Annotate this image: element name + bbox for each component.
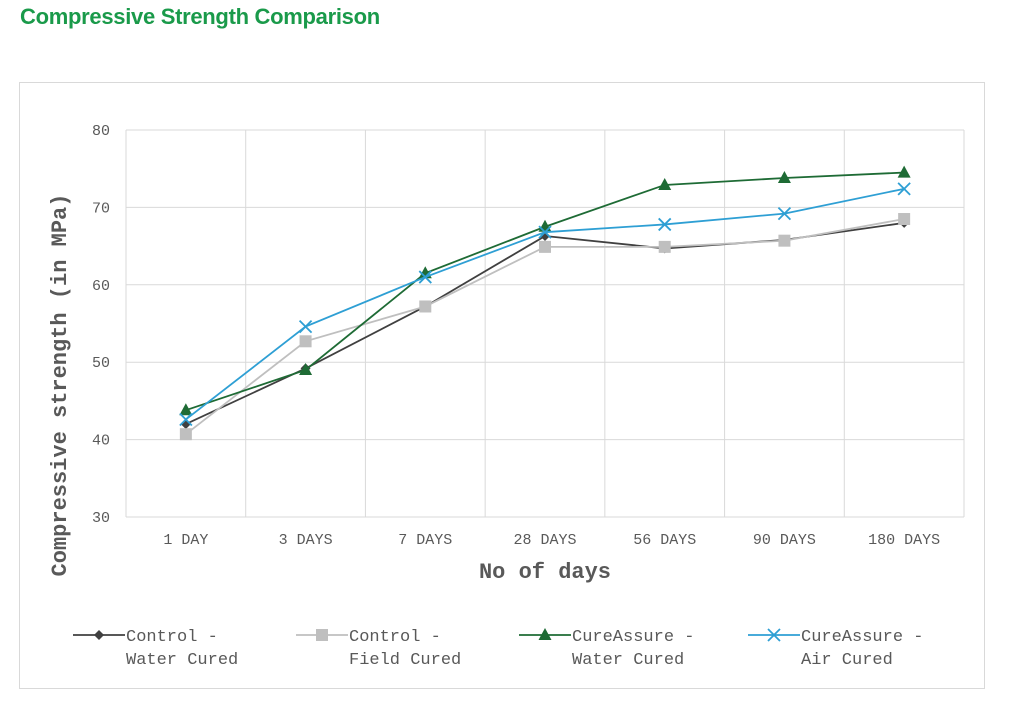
legend-label: Water Cured: [126, 651, 238, 670]
series-line: [185, 171, 905, 412]
x-tick-label: 180 DAYS: [868, 532, 940, 549]
triangle-marker: [538, 628, 552, 640]
square-marker: [778, 234, 791, 247]
square-marker: [299, 335, 312, 348]
x-marker: [658, 217, 672, 232]
x-marker: [179, 412, 193, 427]
square-marker: [179, 428, 192, 441]
legend-label: Field Cured: [349, 651, 461, 670]
series-2: [179, 213, 911, 441]
x-marker: [538, 225, 552, 239]
triangle-marker: [777, 170, 791, 183]
y-tick-label: 60: [92, 278, 110, 295]
chart-frame: [19, 82, 985, 689]
legend-entry: CureAssure - Air Cured: [748, 628, 923, 670]
triangle-marker: [658, 177, 672, 190]
legend-label: CureAssure -: [801, 628, 923, 647]
x-tick-label: 3 DAYS: [279, 532, 333, 549]
y-tick-label: 30: [92, 510, 110, 527]
square-marker: [419, 300, 432, 313]
y-tick-labels: 30 40 50 60 70 80: [92, 123, 110, 527]
series-3: [179, 165, 911, 416]
legend-label: Air Cured: [801, 651, 893, 670]
square-marker: [658, 240, 671, 253]
series-4: [179, 182, 911, 427]
x-tick-label: 90 DAYS: [753, 532, 816, 549]
square-marker: [316, 629, 328, 641]
legend-label: CureAssure -: [572, 628, 694, 647]
y-tick-label: 40: [92, 433, 110, 450]
x-tick-labels: 1 DAY 3 DAYS 7 DAYS 28 DAYS 56 DAYS 90 DAYS 18…: [163, 532, 940, 549]
y-axis-title: Compressive strength (in MPa): [48, 194, 73, 577]
x-marker: [767, 628, 781, 642]
x-tick-label: 56 DAYS: [633, 532, 696, 549]
x-marker: [777, 206, 792, 221]
x-marker: [298, 319, 313, 334]
legend-label: Control -: [349, 628, 441, 647]
chart-series: [179, 165, 911, 441]
square-marker: [898, 213, 911, 226]
x-tick-label: 1 DAY: [163, 532, 208, 549]
legend-label: Water Cured: [572, 651, 684, 670]
x-axis-title: No of days: [479, 560, 611, 585]
legend-entry: CureAssure - Water Cured: [519, 628, 694, 670]
legend-entry: Control - Field Cured: [296, 628, 461, 670]
chart-legend: Control - Water Cured Control - Field Cured…: [73, 628, 923, 670]
diamond-marker: [94, 630, 104, 640]
y-tick-label: 80: [92, 123, 110, 140]
x-tick-label: 28 DAYS: [513, 532, 576, 549]
square-marker: [539, 240, 551, 253]
y-tick-label: 50: [92, 355, 110, 372]
x-marker: [418, 270, 432, 284]
page-title: Compressive Strength Comparison: [20, 4, 380, 29]
legend-entry: Control - Water Cured: [73, 628, 238, 670]
x-tick-label: 7 DAYS: [398, 532, 452, 549]
series-line: [185, 221, 905, 425]
legend-label: Control -: [126, 628, 218, 647]
y-tick-label: 70: [92, 200, 110, 217]
triangle-marker: [897, 165, 911, 178]
chart-grid: [125, 129, 965, 518]
triangle-marker: [179, 403, 193, 416]
triangle-marker: [299, 362, 313, 375]
x-marker: [897, 182, 911, 196]
